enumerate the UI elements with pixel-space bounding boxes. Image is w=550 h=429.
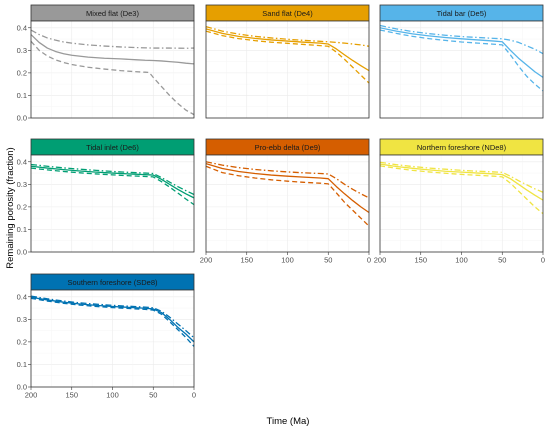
- panel-1-series-dashdot: [30, 29, 195, 49]
- panel-5: Pro-ebb delta (De9) 200 150 100 50 0: [200, 138, 371, 265]
- panel-4-ytick-label-0: 0.0: [17, 248, 27, 257]
- panel-5-series-dashdot: [205, 161, 370, 199]
- panel-7-series-dashdot: [30, 295, 195, 339]
- panel-2-series-solid: [205, 28, 370, 72]
- panel-7: Southern foreshore (SDe8) 0.0 0.1 0.2 0.3 0.4…: [17, 273, 196, 400]
- panel-7-xtick-label-2: 100: [106, 391, 119, 400]
- panel-3: Tidal bar (De5): [379, 4, 544, 119]
- panel-5-xtick-label-4: 0: [367, 256, 371, 265]
- panel-3-series-dashdot: [379, 24, 544, 55]
- panel-7-xtick-label-3: 50: [149, 391, 157, 400]
- panel-2-series-dashed: [205, 30, 370, 84]
- panel-6-xtick-label-2: 100: [455, 256, 468, 265]
- panel-1-title: Mixed flat (De3): [86, 9, 139, 18]
- x-axis-title: Time (Ma): [267, 416, 310, 427]
- panel-5-xtick-label-3: 50: [324, 256, 332, 265]
- panel-6-title: Northern foreshore (NDe8): [417, 143, 507, 152]
- panel-7-xtick-label-0: 200: [25, 391, 38, 400]
- panel-5-title: Pro-ebb delta (De9): [255, 143, 321, 152]
- panel-7-ytick-label-0: 0.0: [17, 383, 27, 392]
- y-axis-title: Remaining porosity (fraction): [5, 147, 16, 268]
- panel-1: Mixed flat (De3) 0.0 0.1 0.2 0.3 0.4: [17, 4, 195, 123]
- panel-7-ytick-label-2: 0.2: [17, 337, 27, 346]
- panel-3-series-solid: [379, 27, 544, 78]
- panel-6-xtick-label-0: 200: [374, 256, 387, 265]
- panel-1-ytick-label-3: 0.3: [17, 46, 27, 55]
- panel-6-series-solid: [379, 163, 544, 201]
- panel-5-xtick-label-2: 100: [281, 256, 294, 265]
- panel-7-title: Southern foreshore (SDe8): [67, 278, 158, 287]
- panel-7-xtick-label-1: 150: [65, 391, 78, 400]
- panel-4-series-solid: [30, 165, 195, 199]
- panel-2: Sand flat (De4): [205, 4, 370, 119]
- panel-6-series-dashed: [379, 165, 544, 215]
- panel-5-series-solid: [205, 162, 370, 214]
- panel-5-xtick-label-1: 150: [240, 256, 253, 265]
- panel-7-xtick-label-4: 0: [192, 391, 196, 400]
- panel-3-title: Tidal bar (De5): [437, 9, 487, 18]
- panel-7-ytick-label-1: 0.1: [17, 360, 27, 369]
- panel-4: Tidal inlet (De6) 0.0 0.1 0.2 0.3 0.4: [17, 138, 195, 257]
- panel-1-ytick-label-4: 0.4: [17, 23, 27, 32]
- panel-1-ytick-label-1: 0.1: [17, 91, 27, 100]
- panel-6-xtick-label-1: 150: [414, 256, 427, 265]
- panel-4-ytick-label-1: 0.1: [17, 225, 27, 234]
- panel-4-frame: [30, 154, 195, 253]
- panel-1-series-solid: [30, 34, 195, 65]
- panel-1-ytick-label-2: 0.2: [17, 68, 27, 77]
- panel-4-ytick-label-4: 0.4: [17, 157, 27, 166]
- panel-2-series-dashdot: [205, 26, 370, 47]
- panel-2-title: Sand flat (De4): [262, 9, 313, 18]
- panels-layer: Mixed flat (De3) 0.0 0.1 0.2 0.3 0.4 Sand flat…: [17, 4, 545, 400]
- panel-4-series-dashed: [30, 167, 195, 206]
- panel-3-frame: [379, 20, 544, 119]
- panel-6-xtick-label-3: 50: [498, 256, 506, 265]
- panel-4-title: Tidal inlet (De6): [86, 143, 139, 152]
- panel-1-series-dashed: [30, 40, 195, 116]
- panel-7-series-solid: [30, 296, 195, 343]
- panel-4-ytick-label-2: 0.2: [17, 202, 27, 211]
- panel-1-ytick-label-0: 0.0: [17, 114, 27, 123]
- panel-7-series-dashed: [30, 297, 195, 347]
- panel-3-series-dashed: [379, 29, 544, 92]
- panel-2-frame: [205, 20, 370, 119]
- panel-6: Northern foreshore (NDe8) 200 150 100 50 0: [374, 138, 545, 265]
- panel-6-xtick-label-4: 0: [541, 256, 545, 265]
- panel-7-ytick-label-4: 0.4: [17, 292, 27, 301]
- panel-5-series-dashed: [205, 165, 370, 227]
- panel-7-ytick-label-3: 0.3: [17, 315, 27, 324]
- panel-1-frame: [30, 20, 195, 119]
- panel-4-ytick-label-3: 0.3: [17, 180, 27, 189]
- panel-5-xtick-label-0: 200: [200, 256, 213, 265]
